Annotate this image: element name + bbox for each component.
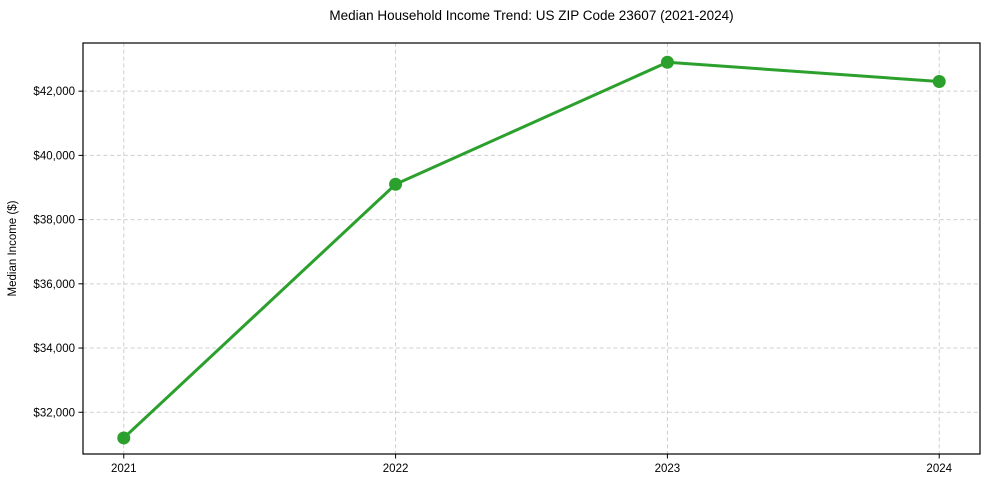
plot-border [82, 42, 981, 455]
x-tick-label: 2023 [655, 463, 681, 475]
data-point [389, 177, 403, 191]
x-tick-label: 2022 [383, 463, 409, 475]
y-axis-title: Median Income ($) [7, 200, 19, 296]
x-tick-label: 2021 [111, 463, 137, 475]
data-point [117, 431, 131, 445]
y-tick-label: $42,000 [33, 86, 75, 98]
y-tick-label: $34,000 [33, 343, 75, 355]
data-line [122, 60, 941, 440]
y-tick-label: $32,000 [33, 407, 75, 419]
x-tick-label: 2024 [926, 463, 952, 475]
y-tick-label: $38,000 [33, 215, 75, 227]
data-point [660, 55, 674, 69]
y-tick-label: $36,000 [33, 279, 75, 291]
data-point [932, 75, 946, 89]
chart-title: Median Household Income Trend: US ZIP Co… [329, 8, 734, 23]
y-tick-label: $40,000 [33, 150, 75, 162]
